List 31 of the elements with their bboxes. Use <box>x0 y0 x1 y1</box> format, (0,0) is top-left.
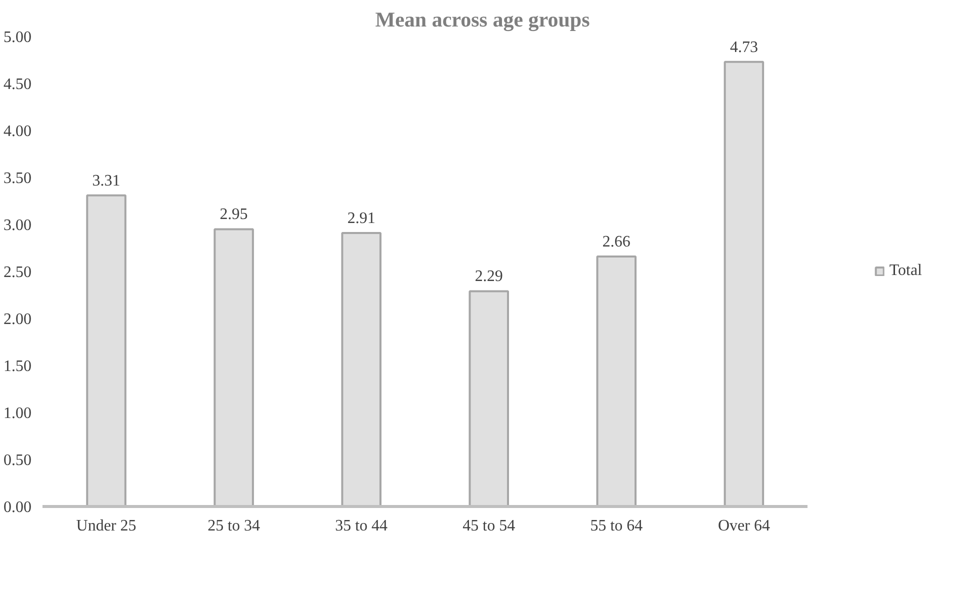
data-label: 3.31 <box>92 172 120 190</box>
data-label: 2.91 <box>347 210 376 227</box>
bar <box>724 60 764 506</box>
y-tick-label: 1.50 <box>4 358 32 375</box>
legend-label: Total <box>889 262 922 280</box>
y-tick-label: 4.00 <box>4 123 32 140</box>
y-tick-label: 0.50 <box>4 452 32 469</box>
chart-title: Mean across age groups <box>375 8 590 32</box>
bar <box>86 194 126 506</box>
x-tick-label: Over 64 <box>718 518 770 534</box>
data-label: 2.29 <box>474 268 503 286</box>
y-tick-label: 3.50 <box>4 170 32 187</box>
y-tick-label: 2.00 <box>4 311 32 328</box>
y-tick-label: 1.00 <box>4 405 32 422</box>
y-tick-label: 2.50 <box>4 264 32 281</box>
y-tick-label: 5.00 <box>4 29 32 46</box>
x-tick-label: 45 to 54 <box>462 518 516 534</box>
data-label: 4.73 <box>730 38 758 56</box>
bar <box>596 255 637 506</box>
y-tick-label: 4.50 <box>4 76 32 93</box>
y-tick-label: 0.00 <box>4 499 32 516</box>
data-label: 2.95 <box>220 206 248 224</box>
bar <box>214 228 254 506</box>
bar <box>341 232 382 506</box>
x-tick-label: 55 to 64 <box>590 518 643 534</box>
x-tick-label: Under 25 <box>76 518 136 534</box>
x-tick-label: 25 to 34 <box>208 518 260 534</box>
data-label: 2.66 <box>602 233 630 250</box>
bar <box>468 290 510 506</box>
x-tick-label: 35 to 44 <box>335 518 388 534</box>
y-tick-label: 3.00 <box>4 217 32 234</box>
